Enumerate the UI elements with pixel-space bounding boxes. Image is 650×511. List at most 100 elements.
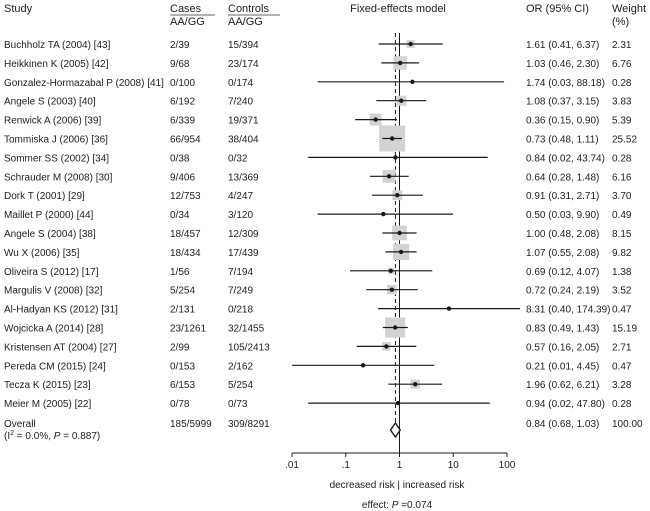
study-row: Heikkinen K (2005) [42] 9/68 23/174 1.03 (0…: [4, 59, 632, 70]
point-estimate: [384, 344, 389, 349]
controls-value: 23/174: [228, 59, 259, 70]
controls-value: 17/439: [228, 248, 259, 259]
cases-value: 0/100: [170, 78, 195, 89]
or-ci-value: 0.21 (0.01, 4.45): [526, 361, 599, 372]
study-name: Buchholz TA (2004) [43]: [4, 40, 111, 51]
plot-area: [292, 33, 520, 453]
x-axis: .01 .1 1 10 100: [285, 452, 516, 471]
controls-value: 0/174: [228, 78, 253, 89]
cases-header: Cases: [170, 3, 202, 15]
study-name: Tecza K (2015) [23]: [4, 380, 91, 391]
controls-value: 0/218: [228, 305, 253, 316]
i2-value: 0.0%: [25, 431, 48, 442]
cases-value: 0/34: [170, 210, 190, 221]
point-estimate: [408, 41, 413, 47]
cases-value: 12/753: [170, 191, 201, 202]
point-estimate: [397, 230, 402, 236]
study-name: Schrauder M (2008) [30]: [4, 172, 113, 183]
study-name: Al-Hadyan KS (2012) [31]: [4, 305, 118, 316]
point-estimate: [373, 117, 378, 122]
point-estimate: [413, 382, 418, 387]
weight-value: 15.19: [612, 324, 637, 335]
study-row: Renwick A (2006) [39] 6/339 19/371 0.36 (0.…: [4, 116, 632, 127]
study-row: Margulis V (2008) [32] 5/254 7/249 0.72 (0.…: [4, 286, 632, 297]
cases-value: 66/954: [170, 135, 201, 146]
study-row: Schrauder M (2008) [30] 9/406 13/369 0.64 (…: [4, 172, 632, 183]
point-estimate: [446, 306, 452, 311]
or-ci-value: 1.03 (0.46, 2.30): [526, 59, 599, 70]
weight-unit: (%): [612, 16, 629, 28]
or-ci-value: 1.07 (0.55, 2.08): [526, 248, 599, 259]
controls-value: 7/240: [228, 97, 253, 108]
study-row: Angele S (2003) [40] 6/192 7/240 1.08 (0.37…: [4, 97, 632, 108]
overall-cases: 185/5999: [170, 419, 212, 430]
overall-controls: 309/8291: [228, 419, 270, 430]
point-estimate: [360, 363, 366, 368]
effect-prefix: effect:: [362, 500, 392, 511]
study-row: Buchholz TA (2004) [43] 2/39 15/394 1.61 (0…: [4, 40, 632, 51]
point-estimate: [395, 400, 401, 406]
weight-value: 5.39: [612, 116, 632, 127]
weight-value: 2.31: [612, 40, 632, 51]
controls-subheader: AA/GG: [228, 16, 263, 28]
cases-value: 18/434: [170, 248, 201, 259]
controls-value: 15/394: [228, 40, 259, 51]
study-row: Pereda CM (2015) [24] 0/153 2/162 0.21 (0.0…: [4, 361, 632, 372]
study-name: Dork T (2001) [29]: [4, 191, 85, 202]
or-ci-value: 0.50 (0.03, 9.90): [526, 210, 599, 221]
cases-subheader: AA/GG: [170, 16, 205, 28]
study-row: Gonzalez-Hormazabal P (2008) [41] 0/100 0/…: [4, 78, 632, 89]
point-estimate: [399, 98, 404, 103]
cases-value: 2/131: [170, 305, 195, 316]
controls-value: 12/309: [228, 229, 259, 240]
or-ci-value: 1.96 (0.62, 6.21): [526, 380, 599, 391]
controls-value: 7/249: [228, 286, 253, 297]
weight-value: 6.16: [612, 172, 632, 183]
point-estimate: [389, 287, 395, 292]
controls-value: 19/371: [228, 116, 259, 127]
x-axis-label: decreased risk | increased risk: [330, 480, 466, 491]
controls-value: 0/73: [228, 399, 248, 410]
overall-label: Overall: [4, 419, 36, 430]
controls-value: 105/2413: [228, 342, 270, 353]
weight-value: 8.15: [612, 229, 632, 240]
effect-p-label: P: [392, 500, 399, 511]
study-row: Maillet P (2000) [44] 0/34 3/120 0.50 (0.03…: [4, 210, 632, 221]
weight-header: Weight: [612, 3, 646, 15]
chart-title: Fixed-effects model: [350, 3, 446, 15]
study-row: Oliveira S (2012) [17] 1/56 7/194 0.69 (0.1…: [4, 267, 632, 278]
point-estimate: [410, 79, 415, 85]
study-rows: Buchholz TA (2004) [43] 2/39 15/394 1.61 (0…: [4, 40, 637, 410]
overall-ci: 0.84 (0.68, 1.03): [526, 419, 599, 430]
or-ci-value: 0.91 (0.31, 2.71): [526, 191, 599, 202]
point-estimate: [381, 211, 386, 217]
study-name: Kristensen AT (2004) [27]: [4, 342, 117, 353]
point-estimate: [388, 268, 394, 273]
or-ci-value: 8.31 (0.40, 174.39): [526, 305, 611, 316]
cases-value: 0/78: [170, 399, 190, 410]
or-ci-value: 1.61 (0.41, 6.37): [526, 40, 599, 51]
x-tick-label: .01: [285, 460, 299, 471]
point-estimate: [392, 325, 398, 330]
overall-weight: 100.00: [612, 419, 643, 430]
study-header: Study: [4, 3, 33, 15]
weight-value: 0.28: [612, 399, 632, 410]
controls-value: 13/369: [228, 172, 259, 183]
weight-value: 1.38: [612, 267, 632, 278]
controls-value: 3/120: [228, 210, 253, 221]
weight-value: 0.49: [612, 210, 632, 221]
weight-value: 25.52: [612, 135, 637, 146]
controls-value: 4/247: [228, 191, 253, 202]
study-row: Sommer SS (2002) [34] 0/38 0/32 0.84 (0.02,…: [4, 153, 632, 164]
study-row: Dork T (2001) [29] 12/753 4/247 0.91 (0.31,…: [4, 191, 632, 202]
x-tick-label: 10: [448, 460, 460, 471]
weight-value: 0.28: [612, 78, 632, 89]
study-name: Margulis V (2008) [32]: [4, 286, 103, 297]
or-ci-value: 1.08 (0.37, 3.15): [526, 97, 599, 108]
cases-value: 1/56: [170, 267, 190, 278]
weight-value: 2.71: [612, 342, 632, 353]
study-name: Meier M (2005) [22]: [4, 399, 91, 410]
or-ci-value: 0.72 (0.24, 2.19): [526, 286, 599, 297]
study-row: Angele S (2004) [38] 18/457 12/309 1.00 (0.…: [4, 229, 632, 240]
point-estimate: [393, 155, 398, 160]
